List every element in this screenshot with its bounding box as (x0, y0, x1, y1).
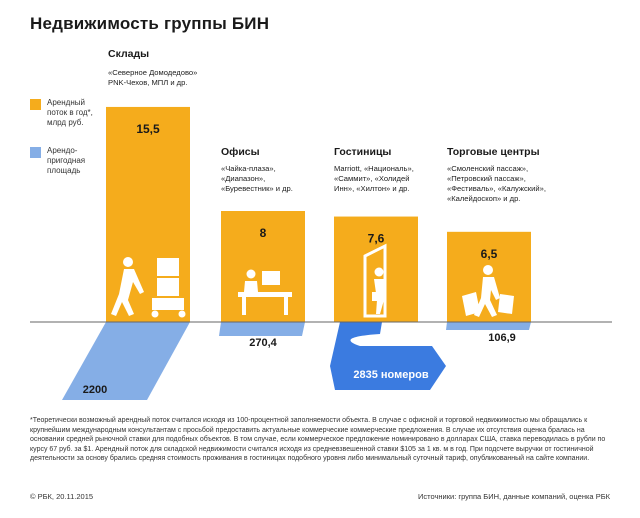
chart: 15,5 8 7,6 6,5 2200 270,4 2835 номеров 106,9 (30, 106, 612, 400)
category-title-hotels: Гостиницы (334, 146, 392, 158)
legend-label-rent: Арендный поток в год*, млрд руб. (47, 98, 93, 127)
bar-label-rent-warehouses: 15,5 (136, 122, 160, 136)
page-title: Недвижимость группы БИН (30, 14, 270, 33)
source-note: Источники: группа БИН, данные компаний, … (417, 492, 610, 501)
area-label-warehouses: 2200 (83, 384, 107, 396)
category-subtitle-offices: «Чайка-плаза», «Диапазон», «Буревестник»… (221, 164, 293, 193)
area-shape-malls (446, 322, 531, 330)
area-label-malls: 106,9 (488, 332, 516, 344)
area-shape-offices (219, 322, 305, 336)
bar-rent-offices (221, 211, 305, 322)
category-subtitle-malls: «Смоленский пассаж», «Петровский пассаж»… (447, 164, 546, 203)
bar-label-rent-offices: 8 (260, 226, 267, 240)
legend-item-rent: Арендный поток в год*, млрд руб. (30, 98, 105, 128)
warehouse-worker-icon (111, 257, 186, 318)
shopper-icon (462, 265, 514, 317)
office-worker-icon (238, 269, 292, 315)
category-subtitle-hotels: Marriott, «Националь», «Саммит», «Холиде… (334, 164, 414, 193)
hotel-guest-icon (363, 243, 387, 318)
category-subtitle-warehouses: «Северное Домодедово» PNK-Чехов, МПЛ и д… (108, 68, 198, 87)
legend-swatch-rent (30, 99, 41, 110)
area-label-offices: 270,4 (249, 337, 277, 349)
area-shape-hotels (330, 322, 446, 390)
legend-label-area: Арендо-пригодная площадь (47, 146, 86, 175)
bar-label-rent-hotels: 7,6 (368, 232, 385, 246)
bar-label-rent-malls: 6,5 (481, 247, 498, 261)
category-title-offices: Офисы (221, 146, 260, 158)
area-label-hotels: 2835 номеров (353, 369, 428, 381)
area-shape-warehouses (62, 322, 190, 400)
legend-item-area: Арендо-пригодная площадь (30, 146, 105, 176)
category-title-malls: Торговые центры (447, 146, 540, 158)
category-title-warehouses: Склады (108, 48, 150, 60)
footnote: *Теоретически возможный арендный поток с… (30, 417, 606, 463)
legend-swatch-area (30, 147, 41, 158)
copyright: © РБК, 20.11.2015 (30, 492, 94, 501)
